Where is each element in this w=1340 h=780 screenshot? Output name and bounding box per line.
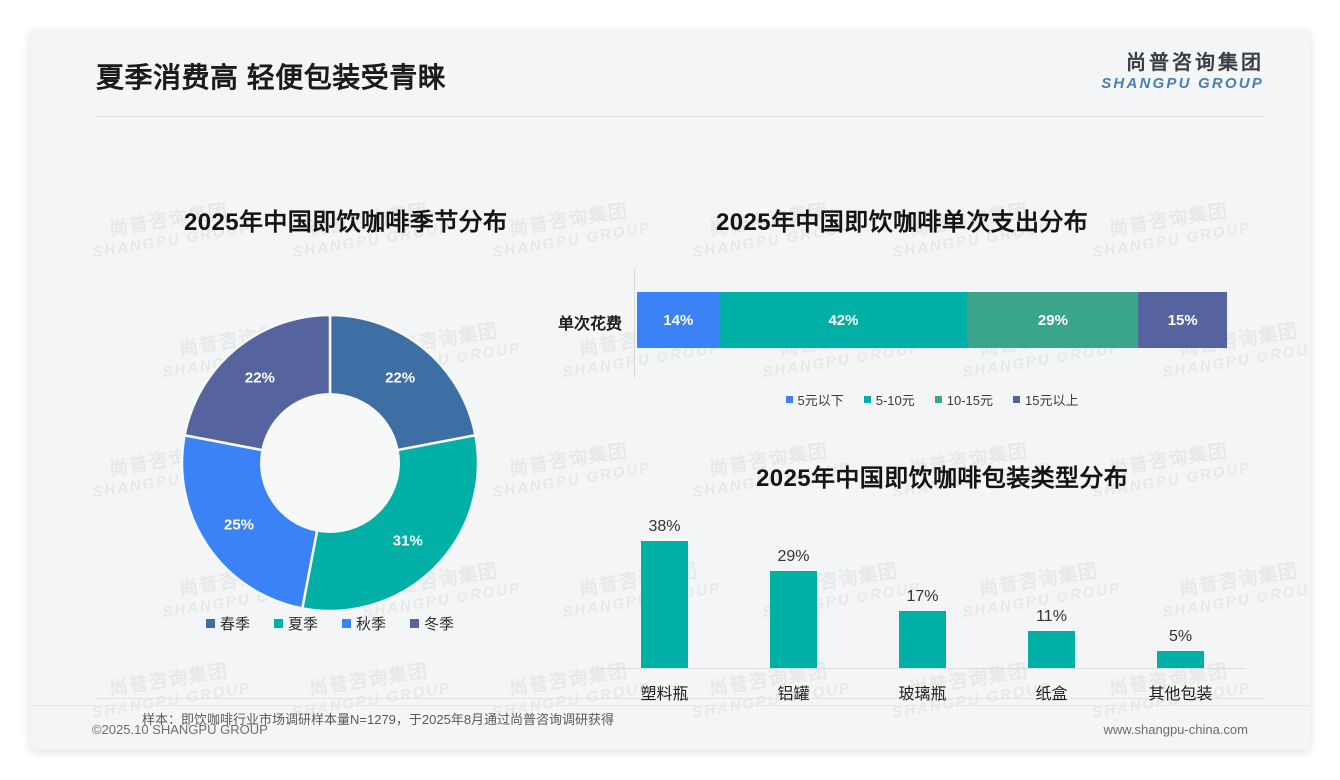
bar-column[interactable]: 17% bbox=[899, 500, 946, 668]
legend-label: 5元以下 bbox=[797, 393, 844, 408]
bar-category-label: 其他包装 bbox=[1148, 686, 1213, 703]
donut-legend: 春季 夏季 秋季 冬季 bbox=[130, 613, 530, 634]
bar-value-label: 29% bbox=[777, 548, 810, 566]
footer-copyright: ©2025.10 SHANGPU GROUP bbox=[92, 722, 268, 737]
logo-cn: 尚普咨询集团 bbox=[1126, 52, 1264, 74]
legend-label: 5-10元 bbox=[875, 393, 915, 408]
stacked-bar-segment[interactable]: 15% bbox=[1138, 292, 1227, 348]
brand-logo: 尚普咨询集团 SHANGPU GROUP bbox=[1101, 52, 1264, 93]
stacked-bar-legend: 5元以下 5-10元 10-15元 15元以上 bbox=[637, 390, 1227, 409]
bar-category-label: 纸盒 bbox=[1035, 686, 1068, 703]
stacked-legend-item[interactable]: 5-10元 bbox=[863, 390, 915, 409]
bar-column[interactable]: 38% bbox=[641, 500, 688, 668]
stacked-bar: 14% 42% 29% 15% bbox=[637, 292, 1227, 348]
logo-en: SHANGPU GROUP bbox=[1101, 75, 1264, 92]
bar-category-label: 铝罐 bbox=[777, 686, 810, 703]
bar-value-label: 17% bbox=[906, 588, 939, 606]
donut-svg bbox=[180, 313, 480, 613]
bar-rect bbox=[1028, 631, 1075, 668]
header: 夏季消费高 轻便包装受青睐 尚普咨询集团 SHANGPU GROUP bbox=[30, 30, 1310, 98]
footer: ©2025.10 SHANGPU GROUP www.shangpu-china… bbox=[30, 705, 1310, 750]
donut-legend-item[interactable]: 秋季 bbox=[342, 613, 386, 634]
footnote: 样本：即饮咖啡行业市场调研样本量N=1279，于2025年8月通过尚普咨询调研获… bbox=[142, 712, 615, 727]
spend-stacked-bar-chart: 单次花费 14% 42% 29% 15% 5元以下 5-10元 10-15元 15元以上 bbox=[530, 268, 1250, 413]
stacked-legend-item[interactable]: 10-15元 bbox=[934, 390, 994, 409]
footer-website[interactable]: www.shangpu-china.com bbox=[1103, 722, 1248, 737]
page-title: 夏季消费高 轻便包装受青睐 bbox=[96, 62, 447, 93]
bar-value-label: 11% bbox=[1036, 608, 1067, 626]
bar-column[interactable]: 11% bbox=[1028, 500, 1075, 668]
stacked-legend-item[interactable]: 5元以下 bbox=[785, 390, 844, 409]
donut-slice-label: 31% bbox=[392, 532, 423, 550]
legend-label: 10-15元 bbox=[946, 393, 994, 408]
legend-swatch bbox=[273, 619, 283, 628]
bar-rect bbox=[641, 541, 688, 668]
bar-column[interactable]: 5% bbox=[1157, 500, 1204, 668]
donut-hole bbox=[260, 393, 400, 533]
legend-swatch bbox=[934, 396, 942, 403]
season-donut-chart: 22% 31% 25% 22% 春季 夏季 秋季 冬季 bbox=[130, 280, 530, 680]
bar-rect bbox=[899, 611, 946, 668]
donut-legend-item[interactable]: 春季 bbox=[205, 613, 250, 634]
donut-legend-item[interactable]: 夏季 bbox=[273, 613, 318, 634]
stacked-bar-title: 2025年中国即饮咖啡单次支出分布 bbox=[716, 209, 1089, 236]
bar-value-label: 5% bbox=[1168, 628, 1193, 646]
slide-card: 尚普咨询集团 SHANGPU GROUP 尚普咨询集团 SHANGPU GROUP 尚普… bbox=[30, 30, 1310, 750]
donut-legend-item[interactable]: 冬季 bbox=[410, 613, 454, 634]
bar-column[interactable]: 29% bbox=[770, 500, 817, 668]
donut-chart-title: 2025年中国即饮咖啡季节分布 bbox=[184, 209, 508, 236]
header-divider bbox=[96, 116, 1264, 117]
bars-plot-area: 38% 29% 17% 11% 5% bbox=[600, 500, 1245, 668]
donut-slice-label: 22% bbox=[385, 369, 416, 387]
bar-rect bbox=[770, 571, 817, 668]
bar-value-label: 38% bbox=[648, 518, 681, 536]
legend-label: 夏季 bbox=[287, 616, 318, 633]
donut-slice-label: 25% bbox=[224, 516, 255, 534]
legend-label: 春季 bbox=[219, 616, 250, 633]
legend-label: 15元以上 bbox=[1025, 393, 1079, 408]
legend-label: 秋季 bbox=[356, 616, 387, 633]
stacked-bar-segment[interactable]: 14% bbox=[637, 292, 720, 348]
donut-slice-label: 22% bbox=[244, 369, 275, 387]
legend-swatch bbox=[785, 396, 793, 403]
footnote-divider bbox=[96, 698, 1264, 699]
legend-swatch bbox=[410, 619, 420, 628]
stack-axis-line bbox=[634, 268, 635, 378]
bar-category-label: 塑料瓶 bbox=[640, 686, 689, 703]
legend-swatch bbox=[205, 619, 215, 628]
legend-swatch bbox=[863, 396, 871, 403]
bar-baseline bbox=[600, 668, 1245, 669]
stacked-legend-item[interactable]: 15元以上 bbox=[1013, 390, 1078, 409]
stacked-bar-segment[interactable]: 29% bbox=[967, 292, 1139, 348]
stacked-bar-segment[interactable]: 42% bbox=[719, 292, 968, 348]
legend-label: 冬季 bbox=[424, 616, 455, 633]
package-bar-chart: 38% 29% 17% 11% 5% 塑料瓶 铝罐 玻璃瓶 纸盒 其他包装 bbox=[575, 500, 1265, 703]
bar-rect bbox=[1157, 651, 1204, 668]
legend-swatch bbox=[1013, 396, 1021, 403]
stack-category-label: 单次花费 bbox=[557, 316, 622, 333]
legend-swatch bbox=[342, 619, 351, 628]
bar-category-label: 玻璃瓶 bbox=[898, 686, 947, 703]
bar-chart-title: 2025年中国即饮咖啡包装类型分布 bbox=[756, 465, 1129, 492]
